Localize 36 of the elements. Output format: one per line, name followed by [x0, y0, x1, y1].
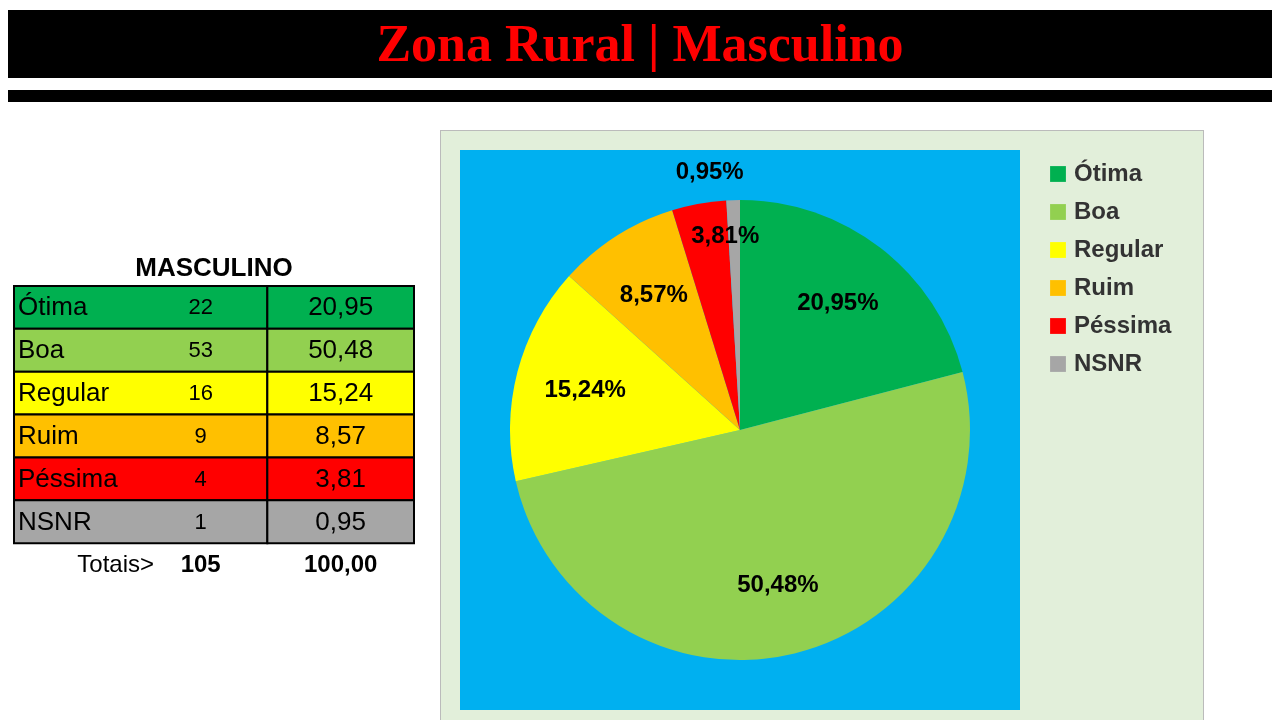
- data-label: 3,81: [315, 462, 366, 493]
- data-label: 50,48%: [737, 570, 819, 598]
- text: Totais>: [77, 549, 154, 577]
- pie-slice: [510, 276, 740, 482]
- category-label: Regular: [18, 377, 110, 408]
- data-label: 8,57: [315, 420, 366, 450]
- data-label: 15,24: [308, 377, 374, 408]
- data-label: 15,24%: [544, 374, 626, 402]
- pie-slice: [515, 372, 970, 660]
- text: 100,00: [303, 549, 378, 577]
- data-label: 9: [194, 423, 207, 448]
- legend-label: Ótima: [1074, 159, 1143, 186]
- data-label: 16: [188, 380, 213, 406]
- category-label: Ótima: [18, 291, 88, 322]
- legend-label: Boa: [1074, 197, 1120, 224]
- data-label: 0,95%: [675, 157, 744, 185]
- legend-label: Regular: [1074, 235, 1164, 262]
- data-label: 22: [188, 294, 213, 320]
- category-label: Ruim: [18, 420, 79, 450]
- text: 105: [180, 549, 221, 577]
- category-label: NSNR: [18, 505, 92, 536]
- category-label: Boa: [18, 334, 65, 365]
- data-label: 1: [194, 508, 207, 534]
- data-label: 4: [194, 465, 207, 491]
- legend-label: NSNR: [1074, 349, 1143, 376]
- legend-label: Péssima: [1074, 311, 1173, 338]
- category-label: Péssima: [18, 462, 119, 493]
- data-label: 20,95%: [797, 288, 879, 316]
- chart-title: Zona Rural | Masculino: [8, 10, 1272, 90]
- legend-label: Ruim: [1074, 273, 1134, 300]
- data-label: 8,57%: [619, 280, 688, 308]
- data-label: 53: [188, 337, 213, 363]
- data-label: 50,48: [308, 334, 374, 365]
- data-label: 0,95: [315, 505, 366, 536]
- text: MASCULINO: [135, 252, 293, 282]
- data-label: 20,95: [308, 291, 374, 322]
